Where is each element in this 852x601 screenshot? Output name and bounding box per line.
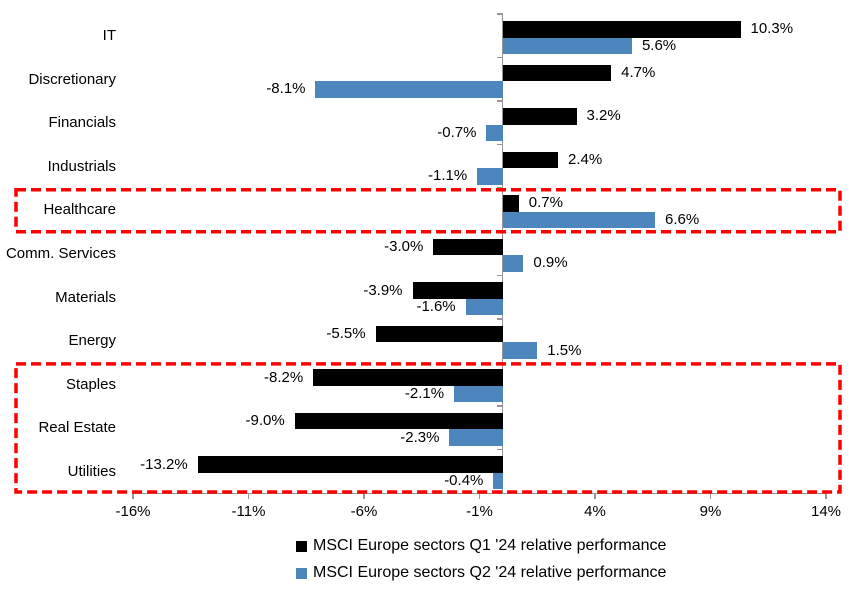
bar-q2-it: [502, 37, 632, 54]
x-axis-tick-label: -6%: [350, 503, 378, 520]
value-label-q2-industrials: -1.1%: [428, 167, 468, 185]
value-label-q1-healthcare: 0.7%: [528, 194, 563, 212]
bar-q1-real-estate: [294, 412, 503, 430]
bar-q1-materials: [412, 282, 503, 299]
y-axis-tick: [496, 100, 503, 102]
category-label-it: IT: [102, 27, 116, 45]
y-axis-tick: [496, 231, 503, 233]
value-label-q1-real-estate: -9.0%: [245, 412, 285, 430]
x-axis-tick-label: 9%: [699, 503, 722, 520]
category-label-energy: Energy: [68, 332, 116, 350]
value-label-q2-discretionary: -8.1%: [266, 80, 306, 98]
bar-q1-comm-services: [433, 238, 503, 256]
legend-item-q1: MSCI Europe sectors Q1 '24 relative perf…: [296, 537, 666, 555]
y-axis-tick: [496, 143, 503, 146]
value-label-q2-it: 5.6%: [641, 36, 677, 54]
bar-q2-energy: [502, 342, 538, 359]
x-axis-tick-label: 14%: [810, 503, 842, 520]
value-label-q1-it: 10.3%: [750, 20, 794, 38]
category-label-real-estate: Real Estate: [38, 419, 116, 437]
legend-label-q1: MSCI Europe sectors Q1 '24 relative perf…: [313, 537, 667, 554]
bar-q1-staples: [313, 369, 503, 386]
value-label-q2-staples: -2.1%: [404, 385, 445, 403]
x-axis-tick: [478, 493, 481, 499]
legend-item-q2: MSCI Europe sectors Q2 '24 relative perf…: [296, 564, 666, 582]
value-label-q2-real-estate: -2.3%: [400, 428, 440, 446]
y-axis-tick: [496, 405, 503, 407]
category-label-discretionary: Discretionary: [28, 70, 116, 88]
value-label-q2-comm-services: 0.9%: [533, 254, 568, 272]
value-label-q1-materials: -3.9%: [363, 281, 403, 299]
category-label-healthcare: Healthcare: [43, 201, 116, 219]
bar-q1-discretionary: [502, 64, 612, 82]
y-axis-tick: [496, 187, 503, 189]
x-axis-tick-label: -16%: [115, 503, 151, 520]
bar-q1-it: [502, 21, 741, 38]
x-axis-tick-label: 4%: [584, 503, 606, 520]
value-label-q2-utilities: -0.4%: [444, 472, 484, 490]
value-label-q2-financials: -0.7%: [437, 123, 477, 141]
y-axis-tick: [496, 318, 503, 320]
x-axis-tick-label: -11%: [231, 503, 266, 520]
bar-q2-industrials: [477, 168, 503, 185]
value-label-q2-energy: 1.5%: [547, 341, 582, 359]
y-axis-tick: [496, 274, 503, 276]
x-axis-tick: [825, 493, 827, 499]
bar-q2-utilities: [493, 472, 503, 490]
y-axis-tick: [496, 448, 503, 451]
value-label-q1-energy: -5.5%: [326, 325, 366, 343]
bar-q2-financials: [486, 124, 503, 142]
x-axis-tick: [594, 493, 596, 499]
bar-q2-discretionary: [315, 81, 503, 98]
value-label-q1-staples: -8.2%: [264, 368, 304, 386]
bar-q2-real-estate: [449, 429, 503, 446]
bar-q1-utilities: [197, 456, 503, 473]
bar-q2-healthcare: [502, 211, 656, 229]
bar-q1-healthcare: [502, 195, 519, 212]
bar-q1-financials: [502, 108, 577, 125]
value-label-q2-healthcare: 6.6%: [665, 210, 700, 228]
value-label-q1-industrials: 2.4%: [568, 150, 603, 168]
value-label-q1-utilities: -13.2%: [140, 455, 188, 473]
value-label-q1-financials: 3.2%: [586, 107, 621, 125]
category-label-materials: Materials: [55, 288, 116, 306]
y-axis-tick: [496, 56, 503, 59]
x-axis-tick: [132, 493, 134, 499]
value-label-q1-discretionary: 4.7%: [621, 63, 656, 81]
x-axis-tick: [247, 493, 250, 499]
value-label-q2-materials: -1.6%: [416, 298, 456, 316]
x-axis-tick: [363, 493, 365, 499]
bar-q2-materials: [465, 298, 503, 316]
legend-label-q2: MSCI Europe sectors Q2 '24 relative perf…: [313, 564, 667, 581]
highlight-box-healthcare: [14, 187, 842, 234]
y-axis-tick: [496, 13, 503, 15]
x-axis-tick: [709, 493, 712, 499]
bar-q1-energy: [375, 325, 503, 343]
category-label-staples: Staples: [65, 375, 116, 393]
value-label-q1-comm-services: -3.0%: [384, 237, 424, 255]
x-axis-tick-label: -1%: [466, 503, 493, 520]
bar-q2-comm-services: [502, 255, 524, 272]
category-label-utilities: Utilities: [67, 462, 116, 480]
bar-q2-staples: [454, 385, 503, 403]
legend-swatch-q2: [296, 567, 307, 579]
legend-swatch-q1: [296, 540, 307, 552]
category-label-financials: Financials: [48, 114, 116, 132]
bar-q1-industrials: [502, 151, 559, 169]
category-label-industrials: Industrials: [47, 157, 116, 175]
y-axis-tick: [496, 361, 503, 364]
category-label-comm-services: Comm. Services: [5, 244, 116, 262]
